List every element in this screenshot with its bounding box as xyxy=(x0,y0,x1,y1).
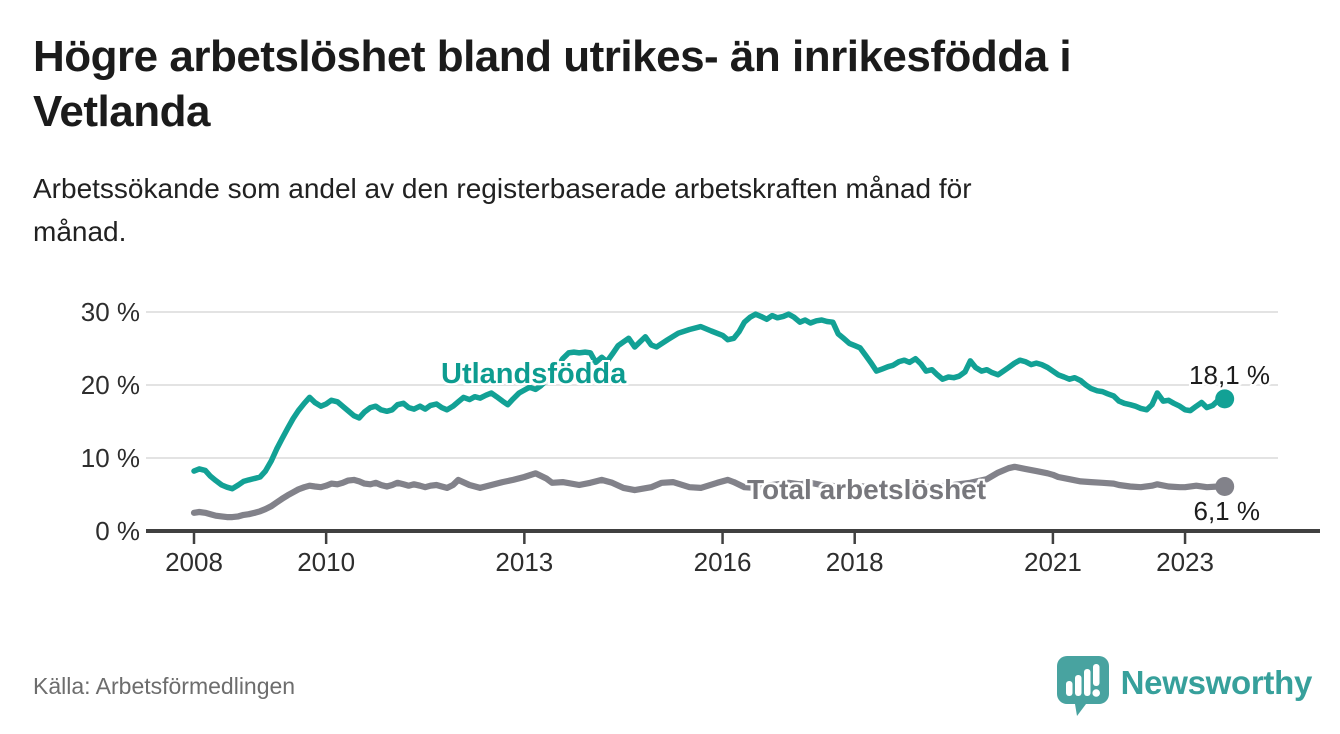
x-axis-tick-label: 2008 xyxy=(165,547,223,577)
y-axis-tick-label: 10 % xyxy=(80,443,140,473)
end-dot-total-arbetsl-shet xyxy=(1215,476,1235,496)
page-title-line-1: Högre arbetslöshet bland utrikes- än inr… xyxy=(33,32,1072,81)
newsworthy-logo-icon xyxy=(1056,656,1109,716)
chart-subtitle: Arbetssökande som andel av den registerb… xyxy=(33,168,1263,253)
source-attribution: Källa: Arbetsförmedlingen xyxy=(33,673,296,699)
page-title: Högre arbetslöshet bland utrikes- än inr… xyxy=(33,30,1263,139)
y-axis-tick-label: 30 % xyxy=(80,297,140,327)
x-axis-tick-label: 2013 xyxy=(495,547,554,577)
end-value-label-total: 6,1 % xyxy=(1193,496,1261,526)
x-axis-tick-label: 2023 xyxy=(1156,547,1214,577)
page-title-line-2: Vetlanda xyxy=(33,86,210,136)
series-line-utlandsf-dda xyxy=(191,311,1228,492)
series-label-total-arbetsloshet: Total arbetslöshet xyxy=(747,474,987,505)
newsworthy-logo: Newsworthy xyxy=(1056,656,1313,716)
x-axis-tick-label: 2021 xyxy=(1023,547,1082,577)
newsworthy-wordmark: Newsworthy xyxy=(1120,664,1313,701)
series-line-total-arbetsl-shet xyxy=(190,463,1228,521)
end-dot-utlandsf-dda xyxy=(1215,389,1235,409)
chart-subtitle-line-2: månad. xyxy=(33,215,127,247)
x-axis-tick-label: 2016 xyxy=(693,547,752,577)
series-label-utlandsfodda: Utlandsfödda xyxy=(441,358,627,390)
y-axis-tick-label: 0 % xyxy=(95,516,140,546)
x-axis-tick-label: 2018 xyxy=(825,547,884,577)
x-axis-tick-label: 2010 xyxy=(297,547,356,577)
chart-subtitle-line-1: Arbetssökande som andel av den registerb… xyxy=(33,173,972,204)
y-axis-tick-label: 20 % xyxy=(80,370,140,400)
end-value-label-utlandsfodda: 18,1 % xyxy=(1189,360,1270,390)
